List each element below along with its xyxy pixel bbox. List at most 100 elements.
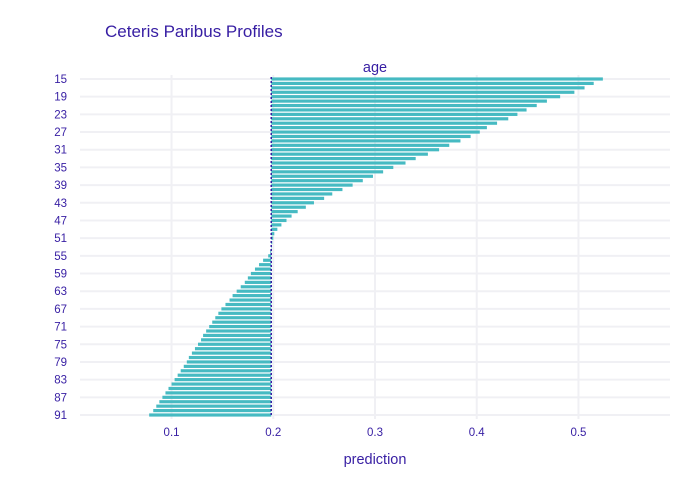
bar [271, 117, 509, 121]
bar [271, 81, 594, 86]
bar [271, 187, 343, 192]
bar [162, 395, 272, 399]
bar [191, 351, 272, 355]
bar [177, 373, 272, 377]
bar [268, 254, 272, 258]
bar [271, 139, 461, 143]
bar [271, 152, 428, 156]
bar [149, 413, 272, 417]
bar [159, 400, 272, 404]
y-tick-label: 87 [54, 392, 67, 404]
bar [186, 360, 272, 364]
y-tick-label: 31 [54, 145, 67, 157]
subplot-title: age [363, 60, 387, 76]
bars [149, 77, 603, 417]
bar [271, 165, 394, 170]
bar [188, 355, 272, 360]
y-tick-label: 75 [54, 339, 67, 351]
bar [271, 170, 384, 174]
x-tick-label: 0.1 [164, 427, 180, 439]
bar [271, 90, 575, 94]
bar [271, 174, 373, 178]
bar [271, 210, 298, 214]
bar [254, 267, 272, 271]
bar [271, 201, 314, 205]
x-ticks: 0.1 0.2 0.3 0.4 0.5 [164, 427, 587, 439]
bar [271, 218, 287, 223]
y-tick-label: 91 [54, 410, 67, 422]
bar [198, 342, 272, 346]
bar [180, 369, 272, 373]
bar [271, 196, 325, 200]
y-tick-label: 51 [54, 233, 67, 245]
bar [236, 289, 272, 293]
x-tick-label: 0.2 [265, 427, 281, 439]
bar [203, 333, 272, 338]
y-tick-label: 47 [54, 215, 67, 227]
bar [271, 179, 363, 183]
bar [271, 227, 278, 231]
bar [221, 307, 272, 311]
bar [206, 329, 272, 333]
bar [153, 408, 272, 413]
bar [271, 156, 416, 161]
y-tick-label: 63 [54, 286, 67, 298]
bar [271, 103, 537, 108]
y-tick-label: 15 [54, 74, 67, 86]
bar [229, 298, 272, 302]
bar [250, 271, 272, 276]
bar [271, 134, 471, 139]
x-tick-label: 0.3 [367, 427, 383, 439]
bar [271, 205, 306, 209]
bar [271, 192, 333, 196]
y-tick-label: 55 [54, 251, 67, 263]
bar [212, 320, 272, 324]
y-tick-label: 39 [54, 180, 67, 192]
bar [271, 86, 585, 90]
bar [271, 77, 603, 81]
y-tick-label: 35 [54, 162, 67, 174]
y-tick-label: 27 [54, 127, 67, 139]
bar [271, 236, 274, 240]
bar [240, 285, 272, 289]
bar [271, 126, 487, 130]
bar [271, 161, 406, 165]
bar [247, 276, 272, 280]
y-tick-label: 43 [54, 198, 67, 210]
bar [271, 183, 353, 187]
bar [194, 347, 272, 351]
bar [218, 311, 272, 315]
bar [174, 378, 272, 382]
y-tick-label: 23 [54, 109, 67, 121]
y-tick-label: 19 [54, 92, 67, 104]
y-tick-label: 59 [54, 269, 67, 281]
bar [271, 95, 561, 99]
y-ticks: 15 19 23 27 31 35 39 43 47 51 55 59 63 67 71 75 79 83 87 91 [54, 74, 67, 422]
bar [271, 214, 292, 218]
bar [271, 130, 480, 134]
y-tick-label: 67 [54, 304, 67, 316]
bar [156, 404, 272, 408]
bar [171, 382, 272, 386]
bar [271, 112, 518, 116]
bar [271, 223, 282, 227]
bar [271, 143, 450, 147]
chart-title: Ceteris Paribus Profiles [105, 22, 283, 41]
bar [259, 263, 272, 267]
bar [209, 324, 272, 329]
bar [168, 386, 272, 391]
bar [271, 232, 275, 236]
bar [270, 249, 272, 254]
y-tick-label: 71 [54, 322, 67, 334]
y-tick-label: 83 [54, 375, 67, 387]
bar [165, 391, 272, 395]
bar [271, 108, 527, 112]
bar [201, 338, 272, 342]
bar [225, 302, 272, 307]
y-tick-label: 79 [54, 357, 67, 369]
x-tick-label: 0.4 [469, 427, 486, 439]
bar [244, 280, 272, 284]
bar [271, 148, 440, 152]
x-tick-label: 0.5 [570, 427, 586, 439]
